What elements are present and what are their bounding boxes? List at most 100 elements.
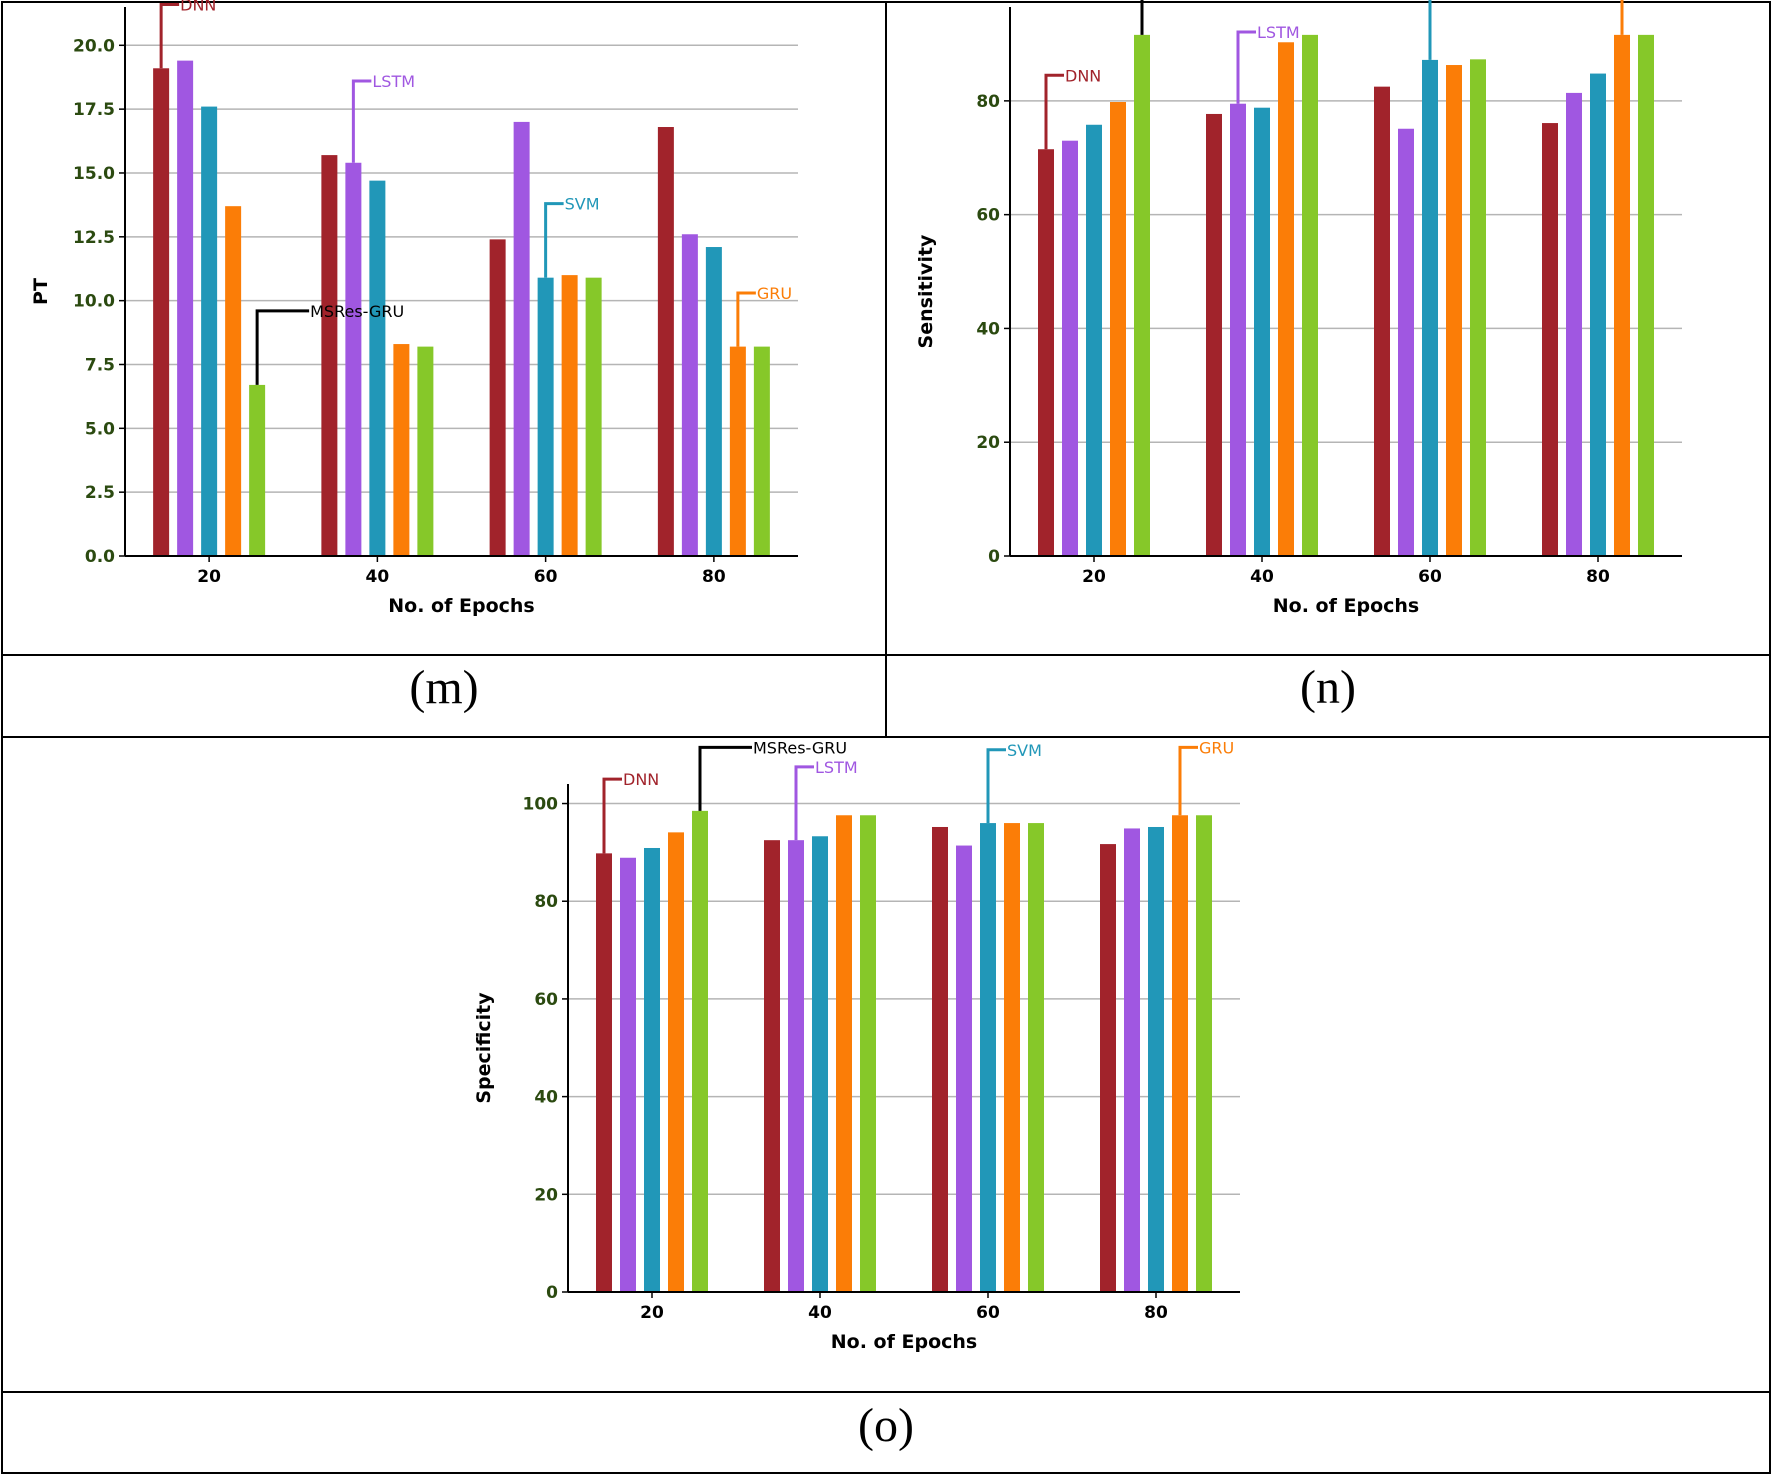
bar-svm-80	[705, 247, 722, 557]
bar-gru-20	[668, 832, 684, 1292]
bar-dnn-80	[1542, 123, 1558, 556]
annotation-leader-gru	[1178, 745, 1198, 816]
bar-msres-gru-40	[1302, 34, 1318, 556]
panel-n-caption-divider	[885, 654, 1771, 656]
x-tick-label: 80	[702, 567, 726, 587]
y-tick-label: 40	[534, 1088, 558, 1108]
x-axis-label: No. of Epochs	[1273, 595, 1419, 617]
annotation-label-svm: SVM	[565, 195, 600, 214]
bar-svm-60	[1422, 59, 1438, 556]
bar-msres-gru-80	[1638, 34, 1654, 556]
x-tick-label: 40	[1250, 567, 1274, 587]
bar-dnn-60	[489, 239, 506, 557]
bar-dnn-20	[596, 853, 612, 1292]
bar-gru-40	[836, 815, 852, 1292]
caption-m: (m)	[409, 661, 479, 714]
bar-lstm-40	[1230, 103, 1246, 556]
bar-msres-gru-80	[753, 346, 770, 556]
x-tick-label: 80	[1144, 1303, 1168, 1323]
annotation-label-gru: GRU	[1199, 738, 1234, 757]
y-tick-label: 20	[534, 1185, 558, 1205]
bar-msres-gru-20	[692, 810, 708, 1292]
bar-gru-40	[393, 344, 410, 556]
bar-svm-60	[980, 823, 996, 1292]
chart-specificity: 0 20 40 60 80 100 20 40 60 80 No. of Epochs Specifi…	[473, 738, 1240, 1353]
bar-dnn-20	[1038, 149, 1054, 557]
bar-msres-gru-40	[860, 815, 876, 1292]
annotation-label-lstm: LSTM	[372, 72, 415, 91]
bar-lstm-80	[1124, 828, 1140, 1292]
bar-lstm-60	[956, 845, 972, 1292]
caption-n: (n)	[1300, 661, 1356, 714]
y-tick-label: 60	[976, 206, 1000, 226]
bar-svm-20	[1086, 124, 1102, 556]
y-axis-label: PT	[30, 278, 52, 305]
annotation-leader-gru	[1620, 0, 1624, 35]
bar-dnn-60	[1374, 86, 1390, 556]
bar-lstm-20	[620, 857, 636, 1292]
y-tick-label: 0.0	[85, 547, 115, 567]
y-tick-label: 0	[988, 547, 1000, 567]
x-tick-label: 20	[197, 567, 221, 587]
annotation-leader-dnn	[602, 777, 622, 854]
bar-lstm-20	[1062, 140, 1078, 556]
annotation-leader-dnn	[1044, 73, 1064, 150]
annotation-leader-svm	[544, 202, 564, 278]
bar-msres-gru-20	[249, 384, 266, 556]
y-tick-label: 100	[523, 795, 559, 815]
x-tick-label: 20	[640, 1303, 664, 1323]
annotation-leader-lstm	[351, 79, 372, 163]
chart-sensitivity: 0 20 40 60 80 20 40 60 80 No. of Epochs Sensitivit…	[915, 0, 1682, 617]
y-tick-label: 12.5	[73, 228, 115, 248]
x-axis-label: No. of Epochs	[831, 1331, 977, 1353]
x-tick-label: 40	[366, 567, 390, 587]
y-tick-label: 80	[976, 92, 1000, 112]
bar-dnn-40	[764, 840, 780, 1292]
bar-lstm-40	[345, 162, 362, 556]
bar-dnn-80	[657, 127, 674, 557]
y-tick-label: 7.5	[85, 355, 115, 375]
y-tick-label: 17.5	[73, 100, 115, 120]
chart-pt: 0.0 2.5 5.0 7.5 10.0 12.5 15.0 17.5 20.0 20 40 60 80…	[30, 0, 798, 617]
bar-gru-60	[1004, 823, 1020, 1292]
bar-gru-60	[1446, 65, 1462, 556]
annotation-leader-lstm	[1236, 30, 1256, 104]
bar-svm-60	[537, 277, 554, 556]
bar-msres-gru-80	[1196, 815, 1212, 1292]
bar-msres-gru-40	[417, 346, 434, 556]
annotation-label-msres-gru: MSRes-GRU	[310, 302, 404, 321]
y-tick-label: 0	[546, 1283, 558, 1303]
bar-msres-gru-20	[1134, 34, 1150, 556]
y-tick-label: 40	[976, 319, 1000, 339]
annotation-leader-gru	[736, 291, 756, 347]
bar-gru-60	[561, 275, 578, 556]
annotation-leader-svm	[1428, 0, 1432, 60]
bar-gru-20	[225, 206, 242, 556]
y-tick-label: 20.0	[73, 36, 115, 56]
bar-gru-20	[1110, 102, 1126, 556]
y-tick-label: 5.0	[85, 419, 115, 439]
bar-dnn-40	[1206, 113, 1222, 556]
bar-gru-80	[1172, 815, 1188, 1292]
bar-msres-gru-60	[1028, 823, 1044, 1292]
annotation-label-lstm: LSTM	[815, 758, 858, 777]
annotation-label-dnn: DNN	[1065, 66, 1101, 85]
x-tick-label: 60	[1418, 567, 1442, 587]
x-tick-label: 80	[1586, 567, 1610, 587]
annotation-label-msres-gru: MSRes-GRU	[753, 738, 847, 757]
bar-svm-40	[369, 180, 386, 556]
bar-dnn-80	[1100, 844, 1116, 1292]
annotation-label-dnn: DNN	[623, 770, 659, 789]
bar-svm-80	[1590, 73, 1606, 557]
bar-svm-20	[644, 847, 660, 1292]
y-tick-label: 2.5	[85, 483, 115, 503]
annotation-leader-msres-gru	[698, 745, 752, 811]
x-tick-label: 60	[976, 1303, 1000, 1323]
panel-m-caption-divider	[1, 654, 887, 656]
bar-msres-gru-60	[585, 277, 602, 556]
bar-dnn-20	[153, 68, 170, 556]
y-axis-label: Specificity	[473, 992, 495, 1104]
annotation-leader-lstm	[794, 765, 814, 841]
bar-gru-40	[1278, 42, 1294, 557]
x-tick-label: 60	[534, 567, 558, 587]
